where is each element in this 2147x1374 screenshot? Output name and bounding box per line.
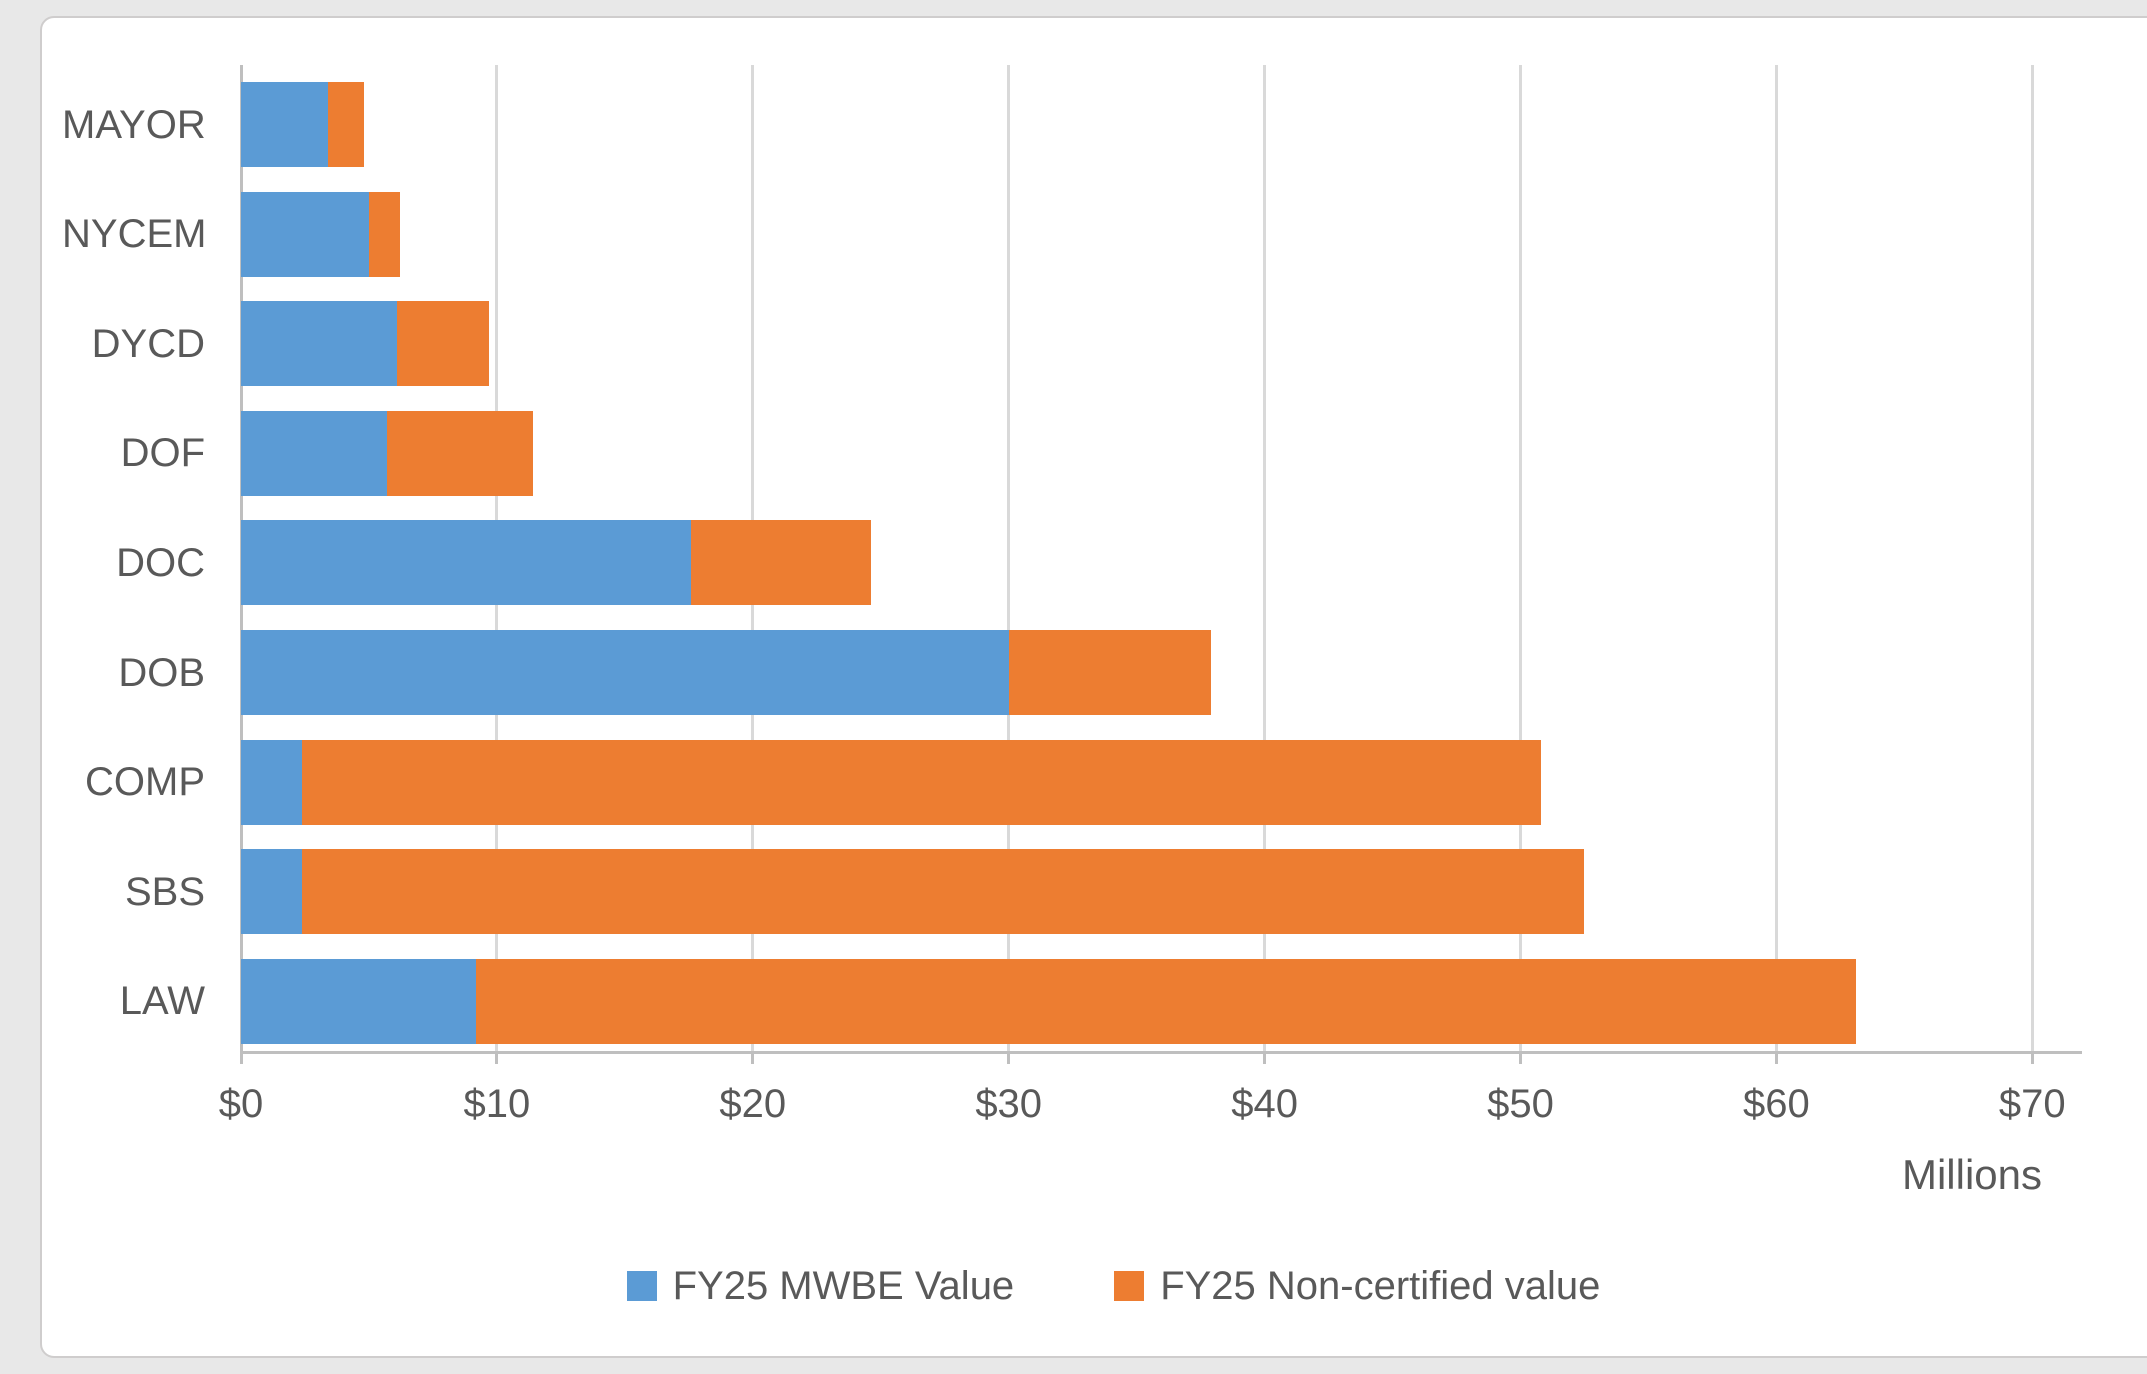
axis-tick-mark <box>1007 1051 1011 1064</box>
category-label: MAYOR <box>62 102 206 147</box>
x-tick-label: $20 <box>719 1082 787 1126</box>
bar-segment-non-certified <box>1008 630 1211 715</box>
axis-tick-mark <box>1774 1051 1778 1064</box>
axis-tick-mark <box>239 1051 243 1064</box>
bar-segment-non-certified <box>302 739 1541 825</box>
bar-segment-mwbe <box>241 82 328 167</box>
axis-tick-mark <box>1263 1051 1267 1064</box>
bar-segment-mwbe <box>241 739 303 825</box>
x-tick-label: $50 <box>1487 1082 1554 1126</box>
bar-segment-non-certified <box>328 82 364 167</box>
vertical-gridline <box>2030 65 2034 1051</box>
axis-unit-label: Millions <box>1901 1151 2042 1198</box>
vertical-gridline <box>1519 65 1522 1051</box>
vertical-gridline <box>1774 65 1778 1051</box>
bar-segment-non-certified <box>691 520 871 606</box>
x-tick-label: $60 <box>1743 1082 1810 1126</box>
bar-segment-non-certified <box>368 191 400 277</box>
x-tick-label: $70 <box>1998 1082 2066 1126</box>
x-tick-label: $30 <box>975 1082 1043 1126</box>
axis-tick-mark <box>495 1051 499 1064</box>
bar-segment-non-certified <box>386 410 533 496</box>
x-tick-label: $10 <box>463 1082 531 1126</box>
category-label: DOB <box>118 650 205 695</box>
legend-label: FY25 MWBE Value <box>672 1264 1015 1308</box>
category-label: COMP <box>85 760 205 805</box>
bar-segment-non-certified <box>397 301 490 387</box>
bar-segment-mwbe <box>241 301 398 387</box>
stacked-bar-chart: MAYOR NYCEM DYCD DOF DOC DOB COMP SBS LAW $0 $10 $… <box>40 16 2147 1358</box>
bar-segment-mwbe <box>241 958 477 1044</box>
axis-tick-mark <box>2030 1051 2034 1064</box>
legend: FY25 MWBE Value FY25 Non-certified value <box>42 1266 2147 1306</box>
bar-segment-non-certified <box>302 849 1585 935</box>
x-tick-label: $0 <box>218 1082 264 1126</box>
bar-segment-mwbe <box>241 410 387 496</box>
bar-segment-mwbe <box>241 520 692 606</box>
axis-tick-mark <box>751 1051 755 1064</box>
legend-swatch <box>1114 1271 1145 1301</box>
category-label: SBS <box>124 869 205 914</box>
x-tick-label: $40 <box>1231 1082 1298 1126</box>
bar-segment-mwbe <box>241 191 369 277</box>
category-label: DOF <box>120 431 205 476</box>
legend-label: FY25 Non-certified value <box>1160 1264 1601 1308</box>
vertical-gridline <box>1007 65 1011 1051</box>
bar-segment-mwbe <box>241 849 303 935</box>
x-axis-line <box>241 1051 2082 1054</box>
legend-item-mwbe: FY25 MWBE Value <box>626 1264 1015 1308</box>
axis-tick-mark <box>1519 1051 1522 1064</box>
category-label: DYCD <box>91 321 205 366</box>
bar-segment-mwbe <box>241 630 1009 715</box>
legend-item-non-certified: FY25 Non-certified value <box>1114 1266 1600 1306</box>
category-label: LAW <box>119 979 205 1024</box>
category-label: DOC <box>116 540 205 585</box>
legend-swatch <box>626 1271 657 1301</box>
category-label: NYCEM <box>62 212 207 257</box>
vertical-gridline <box>1263 65 1267 1051</box>
bar-segment-non-certified <box>476 958 1856 1044</box>
